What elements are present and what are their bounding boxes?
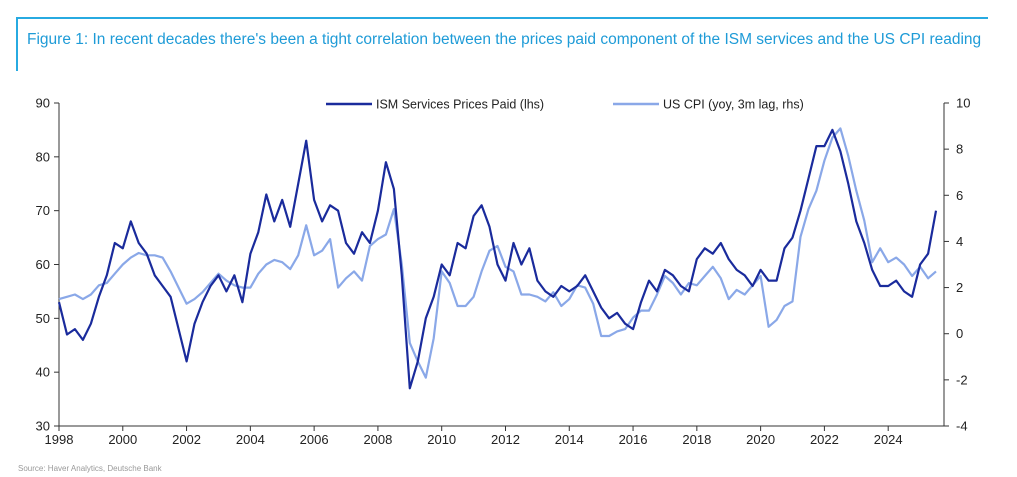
- legend-label-cpi: US CPI (yoy, 3m lag, rhs): [663, 98, 804, 112]
- caption-top-rule: [16, 17, 988, 19]
- y-right-tick-label: 10: [956, 96, 970, 111]
- y-left-tick-label: 70: [36, 203, 50, 218]
- x-tick-label: 2006: [300, 432, 329, 447]
- x-tick-label: 2024: [874, 432, 903, 447]
- x-tick-label: 2020: [746, 432, 775, 447]
- source-note: Source: Haver Analytics, Deutsche Bank: [18, 464, 162, 473]
- x-tick-label: 2022: [810, 432, 839, 447]
- chart-series-group: [57, 127, 938, 390]
- x-tick-label: 2010: [427, 432, 456, 447]
- us-cpi-line: [58, 127, 937, 379]
- y-left-tick-label: 50: [36, 311, 50, 326]
- x-tick-label: 2002: [172, 432, 201, 447]
- y-right-tick-label: 8: [956, 142, 963, 157]
- x-tick-label: 2014: [555, 432, 584, 447]
- chart-legend: ISM Services Prices Paid (lhs) US CPI (yo…: [326, 98, 804, 112]
- y-right-tick-label: -2: [956, 372, 968, 387]
- y-right-tick-label: 6: [956, 188, 963, 203]
- x-tick-label: 2000: [108, 432, 137, 447]
- caption-left-rule: [16, 17, 18, 71]
- y-left-tick-label: 40: [36, 365, 50, 380]
- chart-axes: 30 40 50 60 70 80 90 -4 -2 0 2 4 6 8 10 1998 2000 2002 200…: [36, 96, 971, 448]
- figure-caption: Figure 1: In recent decades there's been…: [27, 31, 982, 48]
- y-left-tick-label: 60: [36, 257, 50, 272]
- y-right-tick-label: 0: [956, 326, 963, 341]
- x-tick-label: 2004: [236, 432, 265, 447]
- x-tick-label: 2018: [682, 432, 711, 447]
- x-tick-label: 1998: [45, 432, 74, 447]
- y-right-tick-label: 2: [956, 280, 963, 295]
- y-right-tick-label: -4: [956, 419, 968, 434]
- y-left-tick-label: 80: [36, 149, 50, 164]
- ism-services-prices-paid-line: [57, 128, 938, 390]
- x-tick-label: 2016: [619, 432, 648, 447]
- y-left-tick-label: 90: [36, 96, 50, 111]
- legend-label-ism: ISM Services Prices Paid (lhs): [376, 98, 544, 112]
- y-right-tick-label: 4: [956, 234, 963, 249]
- x-tick-label: 2012: [491, 432, 520, 447]
- y-left-tick-label: 30: [36, 419, 50, 434]
- x-tick-label: 2008: [363, 432, 392, 447]
